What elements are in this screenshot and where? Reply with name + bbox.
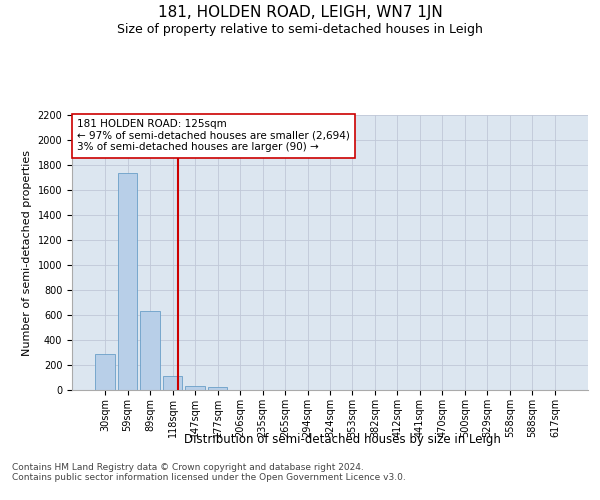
Bar: [185, 386, 205, 390]
Bar: [118, 172, 137, 390]
Text: Size of property relative to semi-detached houses in Leigh: Size of property relative to semi-detach…: [117, 22, 483, 36]
Bar: [140, 311, 160, 390]
Text: Contains HM Land Registry data © Crown copyright and database right 2024.
Contai: Contains HM Land Registry data © Crown c…: [12, 462, 406, 482]
Y-axis label: Number of semi-detached properties: Number of semi-detached properties: [22, 150, 32, 356]
Bar: [163, 376, 182, 390]
Text: Distribution of semi-detached houses by size in Leigh: Distribution of semi-detached houses by …: [184, 432, 500, 446]
Text: 181 HOLDEN ROAD: 125sqm
← 97% of semi-detached houses are smaller (2,694)
3% of : 181 HOLDEN ROAD: 125sqm ← 97% of semi-de…: [77, 119, 350, 152]
Bar: [208, 387, 227, 390]
Bar: [95, 354, 115, 390]
Text: 181, HOLDEN ROAD, LEIGH, WN7 1JN: 181, HOLDEN ROAD, LEIGH, WN7 1JN: [158, 5, 442, 20]
